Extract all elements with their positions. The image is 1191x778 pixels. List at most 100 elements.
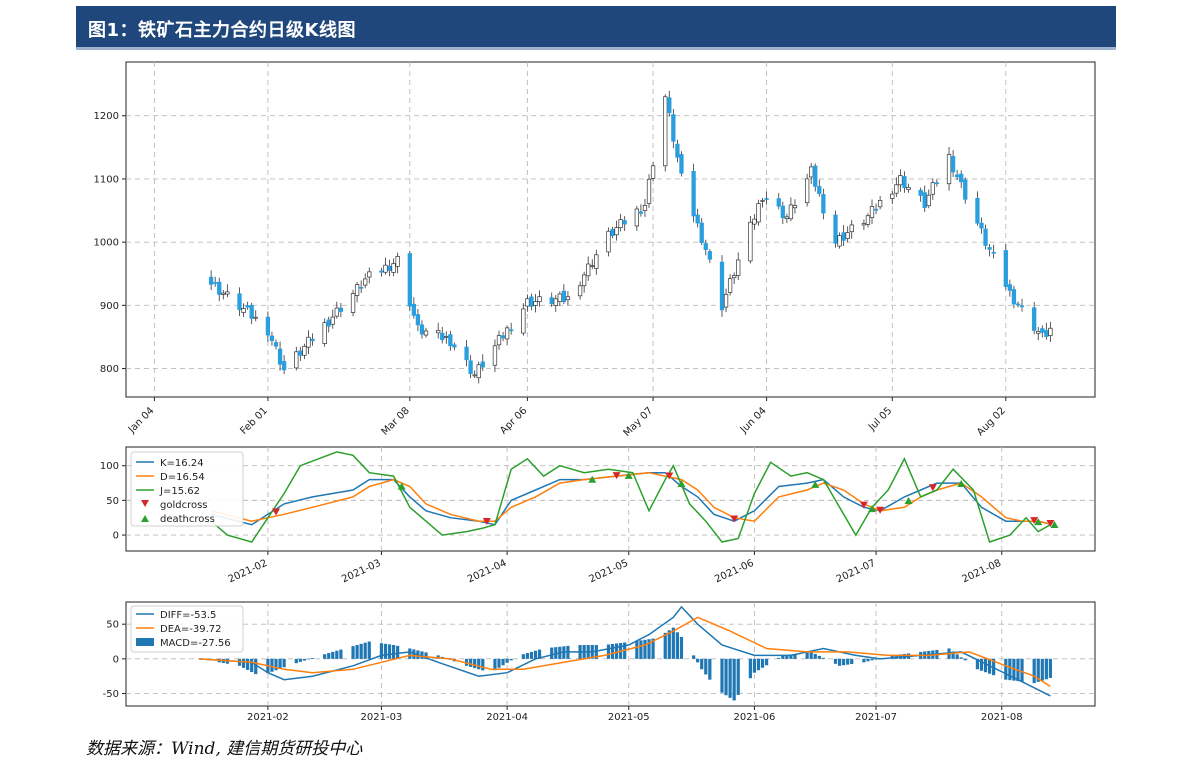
macd-bar xyxy=(955,654,959,659)
candle-body xyxy=(225,291,230,295)
candle-body xyxy=(217,281,222,295)
deathcross-marker xyxy=(1034,518,1043,526)
legend-label: DEA=-39.72 xyxy=(160,624,221,635)
candle-body xyxy=(934,182,940,185)
macd-bar xyxy=(302,658,306,661)
macd-bar xyxy=(846,658,850,665)
candle-body xyxy=(695,214,700,224)
candle-body xyxy=(440,332,445,341)
macd-bar xyxy=(720,658,724,693)
candle-body xyxy=(618,219,623,229)
goldcross-marker xyxy=(928,484,937,492)
macd-bar xyxy=(708,658,712,680)
x-tick-label: Aug 02 xyxy=(975,405,1008,438)
candle-body xyxy=(480,361,485,368)
macd-bar xyxy=(781,655,785,659)
y-tick-label: 0 xyxy=(113,531,119,542)
candle-body xyxy=(419,324,425,335)
candle-body xyxy=(760,200,765,202)
macd-bar xyxy=(501,658,505,666)
kdj-chart-frame xyxy=(125,446,1096,552)
x-tick-label: 2021-05 xyxy=(587,558,630,586)
macd-bar xyxy=(469,658,473,667)
candle-body xyxy=(476,364,481,379)
macd-bar xyxy=(959,657,963,659)
candle-body xyxy=(930,182,935,195)
x-tick-label: 2021-07 xyxy=(835,558,878,586)
candle-body xyxy=(468,360,473,374)
candle-body xyxy=(586,263,591,277)
candle-body xyxy=(780,205,785,219)
candle-body xyxy=(273,342,279,347)
candle-body xyxy=(496,335,502,346)
macd-bar xyxy=(550,647,554,659)
macd-bar xyxy=(979,658,984,671)
candle-body xyxy=(732,275,737,279)
macd-bar xyxy=(237,658,242,666)
macd-chart: 2021-02 2021-03 2021-04 2021-05 2021-06 2021-… xyxy=(103,601,1096,723)
macd-bar xyxy=(752,658,757,673)
candle-body xyxy=(269,335,275,341)
macd-bar xyxy=(837,658,842,666)
macd-bar xyxy=(477,658,481,670)
candle-body xyxy=(249,304,254,319)
macd-bar xyxy=(606,644,611,659)
macd-bar xyxy=(420,651,424,659)
macd-bar xyxy=(424,652,428,659)
macd-bar xyxy=(1020,658,1024,682)
x-tick-label: 2021-02 xyxy=(247,712,289,723)
macd-bar xyxy=(866,658,870,662)
candle-body xyxy=(448,334,453,347)
candle-body xyxy=(379,270,384,273)
candle-body xyxy=(237,293,242,311)
candle-body xyxy=(436,330,441,334)
macd-bar xyxy=(732,658,736,701)
x-tick-label: Feb 01 xyxy=(238,405,270,437)
title-bar: 图1：铁矿石主力合约日级K线图 xyxy=(76,6,1116,50)
candle-body xyxy=(837,235,842,247)
candle-body xyxy=(736,259,741,276)
macd-bar xyxy=(1032,658,1036,684)
y-tick-label: 1100 xyxy=(94,174,119,185)
y-tick-label: 900 xyxy=(100,301,119,312)
macd-bar xyxy=(647,639,651,659)
macd-bar xyxy=(700,658,704,670)
macd-bar xyxy=(298,658,302,662)
macd-bar xyxy=(339,649,343,659)
macd-bar xyxy=(270,658,274,672)
candle-body xyxy=(330,316,335,325)
macd-bar xyxy=(391,644,396,659)
candle-body xyxy=(877,200,883,208)
candle-body xyxy=(898,175,903,186)
x-tick-label: Jul 05 xyxy=(866,405,894,433)
legend-swatch xyxy=(141,500,149,507)
macd-bar xyxy=(294,658,298,664)
candle-body xyxy=(703,243,708,250)
candle-body xyxy=(979,222,984,229)
candle-body xyxy=(963,179,968,200)
x-tick-label: 2021-04 xyxy=(486,712,528,723)
candle-body xyxy=(310,338,315,342)
candle-body xyxy=(699,222,704,243)
macd-bar xyxy=(383,643,388,659)
candle-body xyxy=(975,197,980,224)
kdj-legend: K=16.24 D=16.54 J=15.62 goldcross deathcross xyxy=(130,451,244,527)
candle-body xyxy=(614,227,619,236)
macd-bar xyxy=(525,653,529,659)
macd-bar xyxy=(537,649,542,659)
candle-body xyxy=(281,361,287,371)
candle-body xyxy=(594,254,599,269)
candle-body xyxy=(873,208,879,211)
y-tick-label: -50 xyxy=(103,689,119,700)
goldcross-marker xyxy=(859,501,868,509)
macd-bar xyxy=(335,650,339,659)
candle-body xyxy=(213,282,218,284)
macd-bar xyxy=(785,654,789,659)
y-tick-label: 1000 xyxy=(94,238,119,249)
candle-body xyxy=(322,322,327,344)
source-note: 数据来源：Wind, 建信期货研投中心 xyxy=(86,739,363,759)
macd-bar xyxy=(870,658,874,661)
kdj-chart: 2021-02 2021-03 2021-04 2021-05 2021-06 2021-… xyxy=(100,446,1096,586)
candle-body xyxy=(306,336,311,348)
